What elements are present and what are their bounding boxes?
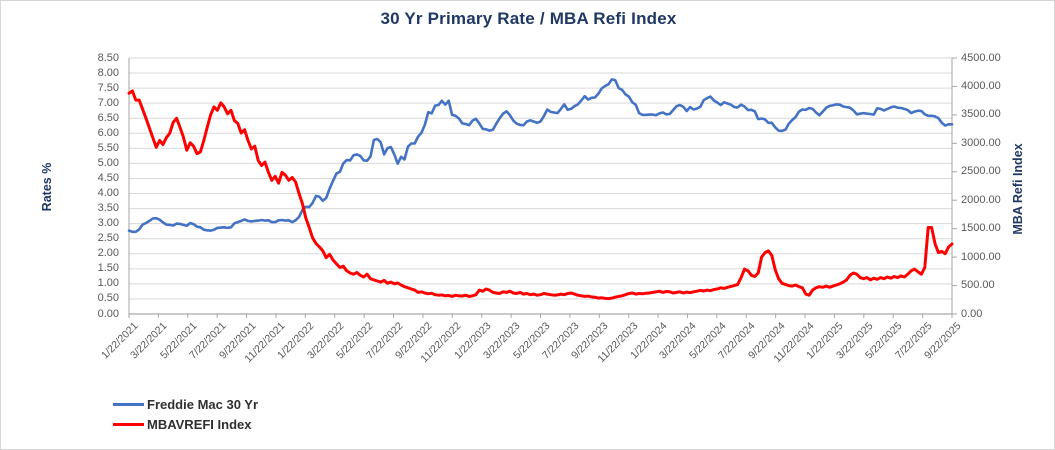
left-axis-tick-label: 6.50 [97, 111, 119, 124]
right-axis-tick-label: 0.00 [961, 307, 983, 320]
left-axis-tick-label: 5.00 [97, 156, 119, 169]
legend-item-freddie-mac-30yr: Freddie Mac 30 Yr [113, 394, 258, 414]
left-axis-tick-label: 8.00 [97, 66, 119, 79]
left-axis-tick-label: 1.50 [97, 262, 119, 275]
left-axis-tick-label: 0.00 [97, 307, 119, 320]
left-axis-tick-label: 2.00 [97, 247, 119, 260]
right-axis-tick-label: 4500.00 [961, 51, 1001, 64]
legend: Freddie Mac 30 Yr MBAVREFI Index [113, 394, 258, 434]
legend-item-mbavrefi-index: MBAVREFI Index [113, 414, 258, 434]
left-axis-tick-label: 6.00 [97, 126, 119, 139]
chart-title: 30 Yr Primary Rate / MBA Refi Index [380, 9, 677, 28]
left-axis-tick-label: 1.00 [97, 277, 119, 290]
right-axis-tick-label: 2000.00 [961, 193, 1001, 206]
left-axis-tick-label: 8.50 [97, 51, 119, 64]
right-axis-tick-label: 2500.00 [961, 165, 1001, 178]
right-axis-tick-label: 3500.00 [961, 108, 1001, 121]
legend-label-mbavrefi-index: MBAVREFI Index [147, 416, 252, 432]
left-axis-tick-label: 5.50 [97, 141, 119, 154]
legend-line-swatch-blue [113, 402, 144, 406]
series-line-freddie-mac-30-yr [127, 78, 954, 234]
left-axis-tick-label: 4.00 [97, 187, 119, 200]
right-axis-tick-label: 3000.00 [961, 136, 1001, 149]
left-axis-tick-label: 3.50 [97, 202, 119, 215]
left-axis-tick-label: 7.00 [97, 96, 119, 109]
left-axis-tick-label: 7.50 [97, 81, 119, 94]
right-axis-tick-label: 1500.00 [961, 222, 1001, 235]
legend-line-swatch-red [113, 422, 144, 426]
left-axis-tick-label: 4.50 [97, 171, 119, 184]
left-axis-tick-label: 3.00 [97, 217, 119, 230]
series-line-mbavrefi-index [127, 89, 954, 301]
left-axis-tick-label: 0.50 [97, 292, 119, 305]
right-axis-tick-label: 1000.00 [961, 250, 1001, 263]
right-axis-tick-label: 4000.00 [961, 79, 1001, 92]
left-axis-tick-label: 2.50 [97, 232, 119, 245]
legend-label-freddie-mac-30yr: Freddie Mac 30 Yr [147, 396, 259, 412]
right-axis-tick-label: 500.00 [961, 279, 995, 292]
